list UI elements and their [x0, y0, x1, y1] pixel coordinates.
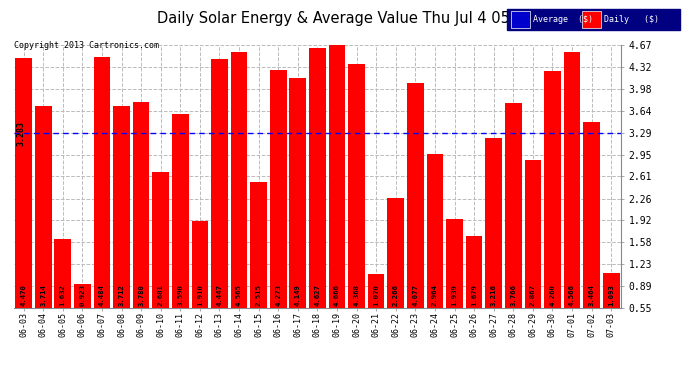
Bar	[564, 52, 580, 342]
Text: 3.283: 3.283	[17, 121, 26, 146]
Text: 3.780: 3.780	[138, 284, 144, 306]
Text: 4.260: 4.260	[549, 284, 555, 306]
Bar	[485, 138, 502, 342]
Text: 2.266: 2.266	[393, 284, 399, 306]
Text: 1.939: 1.939	[451, 284, 457, 306]
Text: 4.484: 4.484	[99, 284, 105, 306]
Text: Daily Solar Energy & Average Value Thu Jul 4 05:27: Daily Solar Energy & Average Value Thu J…	[157, 11, 533, 26]
Text: 2.681: 2.681	[158, 284, 164, 306]
Text: 3.714: 3.714	[40, 284, 46, 306]
Bar	[192, 221, 208, 342]
Bar	[328, 45, 345, 342]
Bar	[250, 182, 267, 342]
Text: Daily   ($): Daily ($)	[604, 15, 660, 24]
Bar	[94, 57, 110, 342]
Bar	[74, 284, 90, 342]
Text: 4.666: 4.666	[334, 284, 340, 306]
Bar	[505, 103, 522, 342]
Bar	[309, 48, 326, 342]
Bar	[15, 58, 32, 342]
Text: 4.565: 4.565	[236, 284, 242, 306]
Bar	[113, 106, 130, 342]
Text: 3.712: 3.712	[119, 284, 124, 306]
Text: 2.515: 2.515	[255, 284, 262, 306]
Bar	[211, 59, 228, 342]
Bar	[407, 83, 424, 342]
Text: 2.867: 2.867	[530, 284, 536, 306]
Text: Average  ($): Average ($)	[533, 15, 593, 24]
Bar	[583, 122, 600, 342]
Text: 4.470: 4.470	[21, 284, 27, 306]
Bar	[387, 198, 404, 342]
Text: 1.679: 1.679	[471, 284, 477, 306]
Bar	[603, 273, 620, 342]
Bar	[230, 52, 248, 342]
Bar	[152, 172, 169, 342]
Text: 1.632: 1.632	[60, 284, 66, 306]
Text: 1.093: 1.093	[608, 284, 614, 306]
Bar	[132, 102, 150, 342]
Bar	[368, 274, 384, 342]
Bar	[35, 106, 52, 342]
Bar	[172, 114, 188, 342]
Text: 4.077: 4.077	[413, 284, 418, 306]
Text: 4.627: 4.627	[315, 284, 320, 306]
Text: 0.923: 0.923	[79, 284, 86, 306]
Bar	[466, 236, 482, 342]
Text: 1.070: 1.070	[373, 284, 380, 306]
Text: 4.368: 4.368	[353, 284, 359, 306]
Text: 3.766: 3.766	[511, 284, 516, 306]
Text: 3.464: 3.464	[589, 284, 595, 306]
Text: 4.273: 4.273	[275, 284, 282, 306]
Bar	[524, 160, 541, 342]
Text: 1.910: 1.910	[197, 284, 203, 306]
Text: 2.964: 2.964	[432, 284, 438, 306]
Bar	[290, 78, 306, 342]
Bar	[544, 71, 561, 342]
Text: 3.590: 3.590	[177, 284, 184, 306]
Text: 4.447: 4.447	[217, 284, 222, 306]
Bar	[348, 64, 365, 342]
Text: 4.149: 4.149	[295, 284, 301, 306]
Text: 4.566: 4.566	[569, 284, 575, 306]
Bar	[426, 154, 443, 342]
Bar	[55, 238, 71, 342]
Text: 3.216: 3.216	[491, 284, 497, 306]
Bar	[446, 219, 463, 342]
Bar	[270, 70, 286, 342]
Text: Copyright 2013 Cartronics.com: Copyright 2013 Cartronics.com	[14, 41, 159, 50]
